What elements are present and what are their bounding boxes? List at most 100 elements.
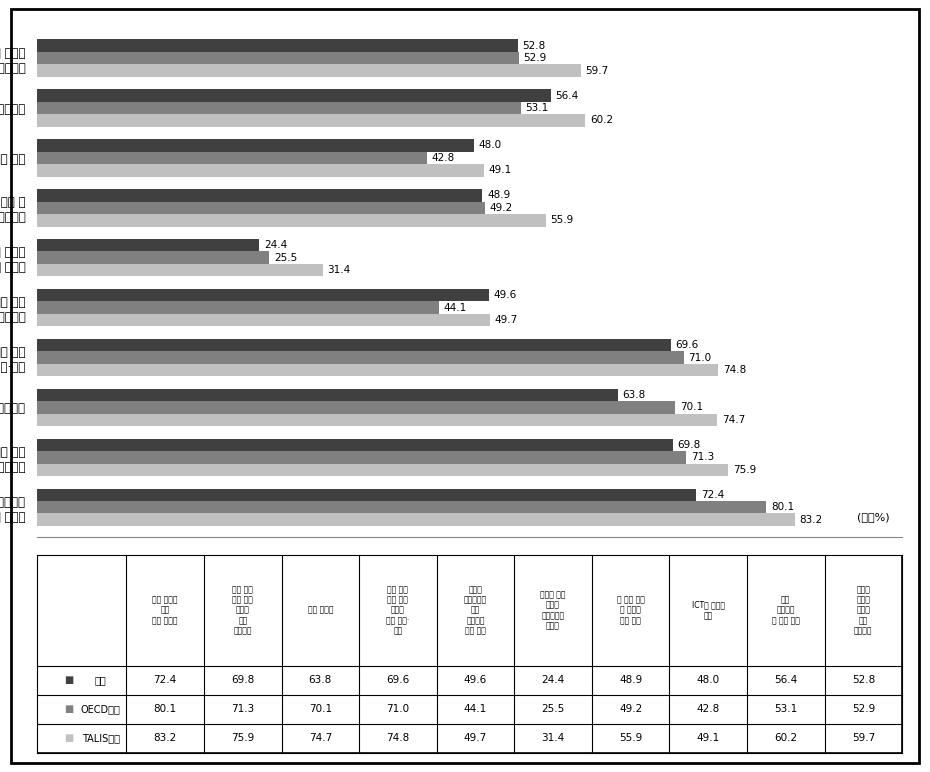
Text: 52.8: 52.8 (523, 41, 546, 51)
Bar (37, 438, 672, 451)
Bar (37, 64, 580, 76)
Text: 49.2: 49.2 (619, 704, 643, 714)
Text: 60.2: 60.2 (590, 116, 613, 126)
Bar (37, 464, 728, 476)
Text: 학생의
발달과
학습에
대한
모니터링: 학생의 발달과 학습에 대한 모니터링 (854, 585, 872, 635)
Text: 24.4: 24.4 (541, 676, 565, 686)
Bar (37, 301, 439, 314)
Bar (37, 139, 474, 151)
Text: 44.1: 44.1 (444, 303, 467, 313)
Bar (37, 351, 684, 364)
Text: 52.9: 52.9 (852, 704, 875, 714)
Bar (37, 401, 675, 414)
Text: 69.8: 69.8 (232, 676, 255, 686)
Text: 59.7: 59.7 (585, 66, 608, 76)
Bar (37, 189, 483, 201)
Text: 범 교과 지식
및 기술에
대한 교육: 범 교과 지식 및 기술에 대한 교육 (617, 595, 644, 625)
Text: 48.0: 48.0 (697, 676, 720, 686)
Text: ■: ■ (64, 704, 73, 714)
Text: 83.2: 83.2 (799, 515, 822, 525)
Text: 71.3: 71.3 (691, 452, 714, 462)
Text: 72.4: 72.4 (153, 676, 177, 686)
Text: 다양한
학업능력을
가진
학생들에
대한 교육: 다양한 학업능력을 가진 학생들에 대한 교육 (464, 585, 487, 635)
Bar (37, 389, 618, 401)
Text: 25.5: 25.5 (541, 704, 565, 714)
Bar (37, 214, 546, 226)
Text: 담당 교과의
전부
또는 일부분: 담당 교과의 전부 또는 일부분 (153, 595, 178, 625)
Text: 80.1: 80.1 (771, 503, 794, 513)
Text: 48.0: 48.0 (479, 141, 502, 151)
Text: 48.9: 48.9 (619, 676, 643, 686)
Bar (37, 114, 585, 127)
Text: 담당 교과
전부 또는
일부에
대한 교수·
학습: 담당 교과 전부 또는 일부에 대한 교수· 학습 (386, 585, 409, 635)
Bar (37, 264, 323, 276)
Bar (37, 90, 551, 102)
Text: 74.8: 74.8 (723, 365, 746, 375)
Bar (37, 451, 686, 464)
Text: 49.1: 49.1 (489, 165, 512, 175)
Text: 74.8: 74.8 (386, 733, 409, 743)
Text: 한국: 한국 (95, 676, 107, 686)
Bar (37, 513, 794, 526)
Text: 31.4: 31.4 (541, 733, 565, 743)
Text: 63.8: 63.8 (622, 390, 645, 400)
Text: 48.9: 48.9 (487, 191, 511, 201)
Text: 56.4: 56.4 (774, 676, 797, 686)
Text: 69.6: 69.6 (386, 676, 409, 686)
Bar (37, 102, 521, 114)
Text: 53.1: 53.1 (774, 704, 797, 714)
Text: 24.4: 24.4 (264, 240, 287, 250)
Text: 49.7: 49.7 (464, 733, 487, 743)
Text: (단위%): (단위%) (857, 512, 889, 522)
Text: 49.6: 49.6 (464, 676, 487, 686)
Text: 63.8: 63.8 (309, 676, 332, 686)
Text: 70.1: 70.1 (309, 704, 332, 714)
Text: 다문화 또는
다언어
환경에서의
교수법: 다문화 또는 다언어 환경에서의 교수법 (540, 591, 565, 631)
Text: 25.5: 25.5 (274, 252, 298, 262)
Text: 49.7: 49.7 (494, 315, 517, 325)
Bar (37, 39, 518, 52)
Bar (37, 489, 697, 501)
Text: OECD평균: OECD평균 (81, 704, 121, 714)
Text: 59.7: 59.7 (852, 733, 875, 743)
Text: 80.1: 80.1 (153, 704, 177, 714)
Text: 42.8: 42.8 (697, 704, 720, 714)
Text: 49.1: 49.1 (697, 733, 720, 743)
Bar (37, 252, 270, 264)
Text: 71.0: 71.0 (386, 704, 409, 714)
Text: 83.2: 83.2 (153, 733, 177, 743)
Text: 55.9: 55.9 (619, 733, 643, 743)
Text: 60.2: 60.2 (774, 733, 797, 743)
Text: 71.3: 71.3 (232, 704, 255, 714)
Bar (37, 314, 490, 327)
Text: 42.8: 42.8 (432, 153, 455, 163)
Text: 52.9: 52.9 (524, 53, 547, 63)
Text: 72.4: 72.4 (701, 489, 724, 499)
Text: 74.7: 74.7 (722, 415, 745, 425)
Text: ICT를 활용한
수업: ICT를 활용한 수업 (692, 601, 724, 620)
Text: 75.9: 75.9 (232, 733, 255, 743)
Bar (37, 52, 519, 64)
Text: 71.0: 71.0 (688, 353, 711, 363)
Bar (37, 414, 717, 426)
Text: 52.8: 52.8 (852, 676, 875, 686)
Text: 74.7: 74.7 (309, 733, 332, 743)
Bar (37, 364, 718, 376)
Text: 일반 교육학: 일반 교육학 (308, 606, 333, 615)
Text: 담당 교과
전부 또는
일부에
대한
교육방법: 담당 교과 전부 또는 일부에 대한 교육방법 (232, 585, 253, 635)
Bar (37, 289, 489, 301)
Text: 학생
생활지도
및 학급 관리: 학생 생활지도 및 학급 관리 (772, 595, 800, 625)
Text: 56.4: 56.4 (555, 90, 578, 100)
Text: 53.1: 53.1 (525, 103, 549, 113)
Text: 31.4: 31.4 (327, 266, 351, 275)
Text: ■: ■ (64, 733, 73, 743)
Text: ■: ■ (64, 676, 73, 686)
Text: 69.6: 69.6 (675, 340, 698, 350)
Bar (37, 151, 427, 164)
Text: TALIS평균: TALIS평균 (82, 733, 120, 743)
Text: 70.1: 70.1 (680, 402, 703, 412)
Bar (37, 339, 671, 351)
Text: 44.1: 44.1 (464, 704, 487, 714)
Text: 49.2: 49.2 (490, 203, 513, 213)
Bar (37, 501, 766, 513)
